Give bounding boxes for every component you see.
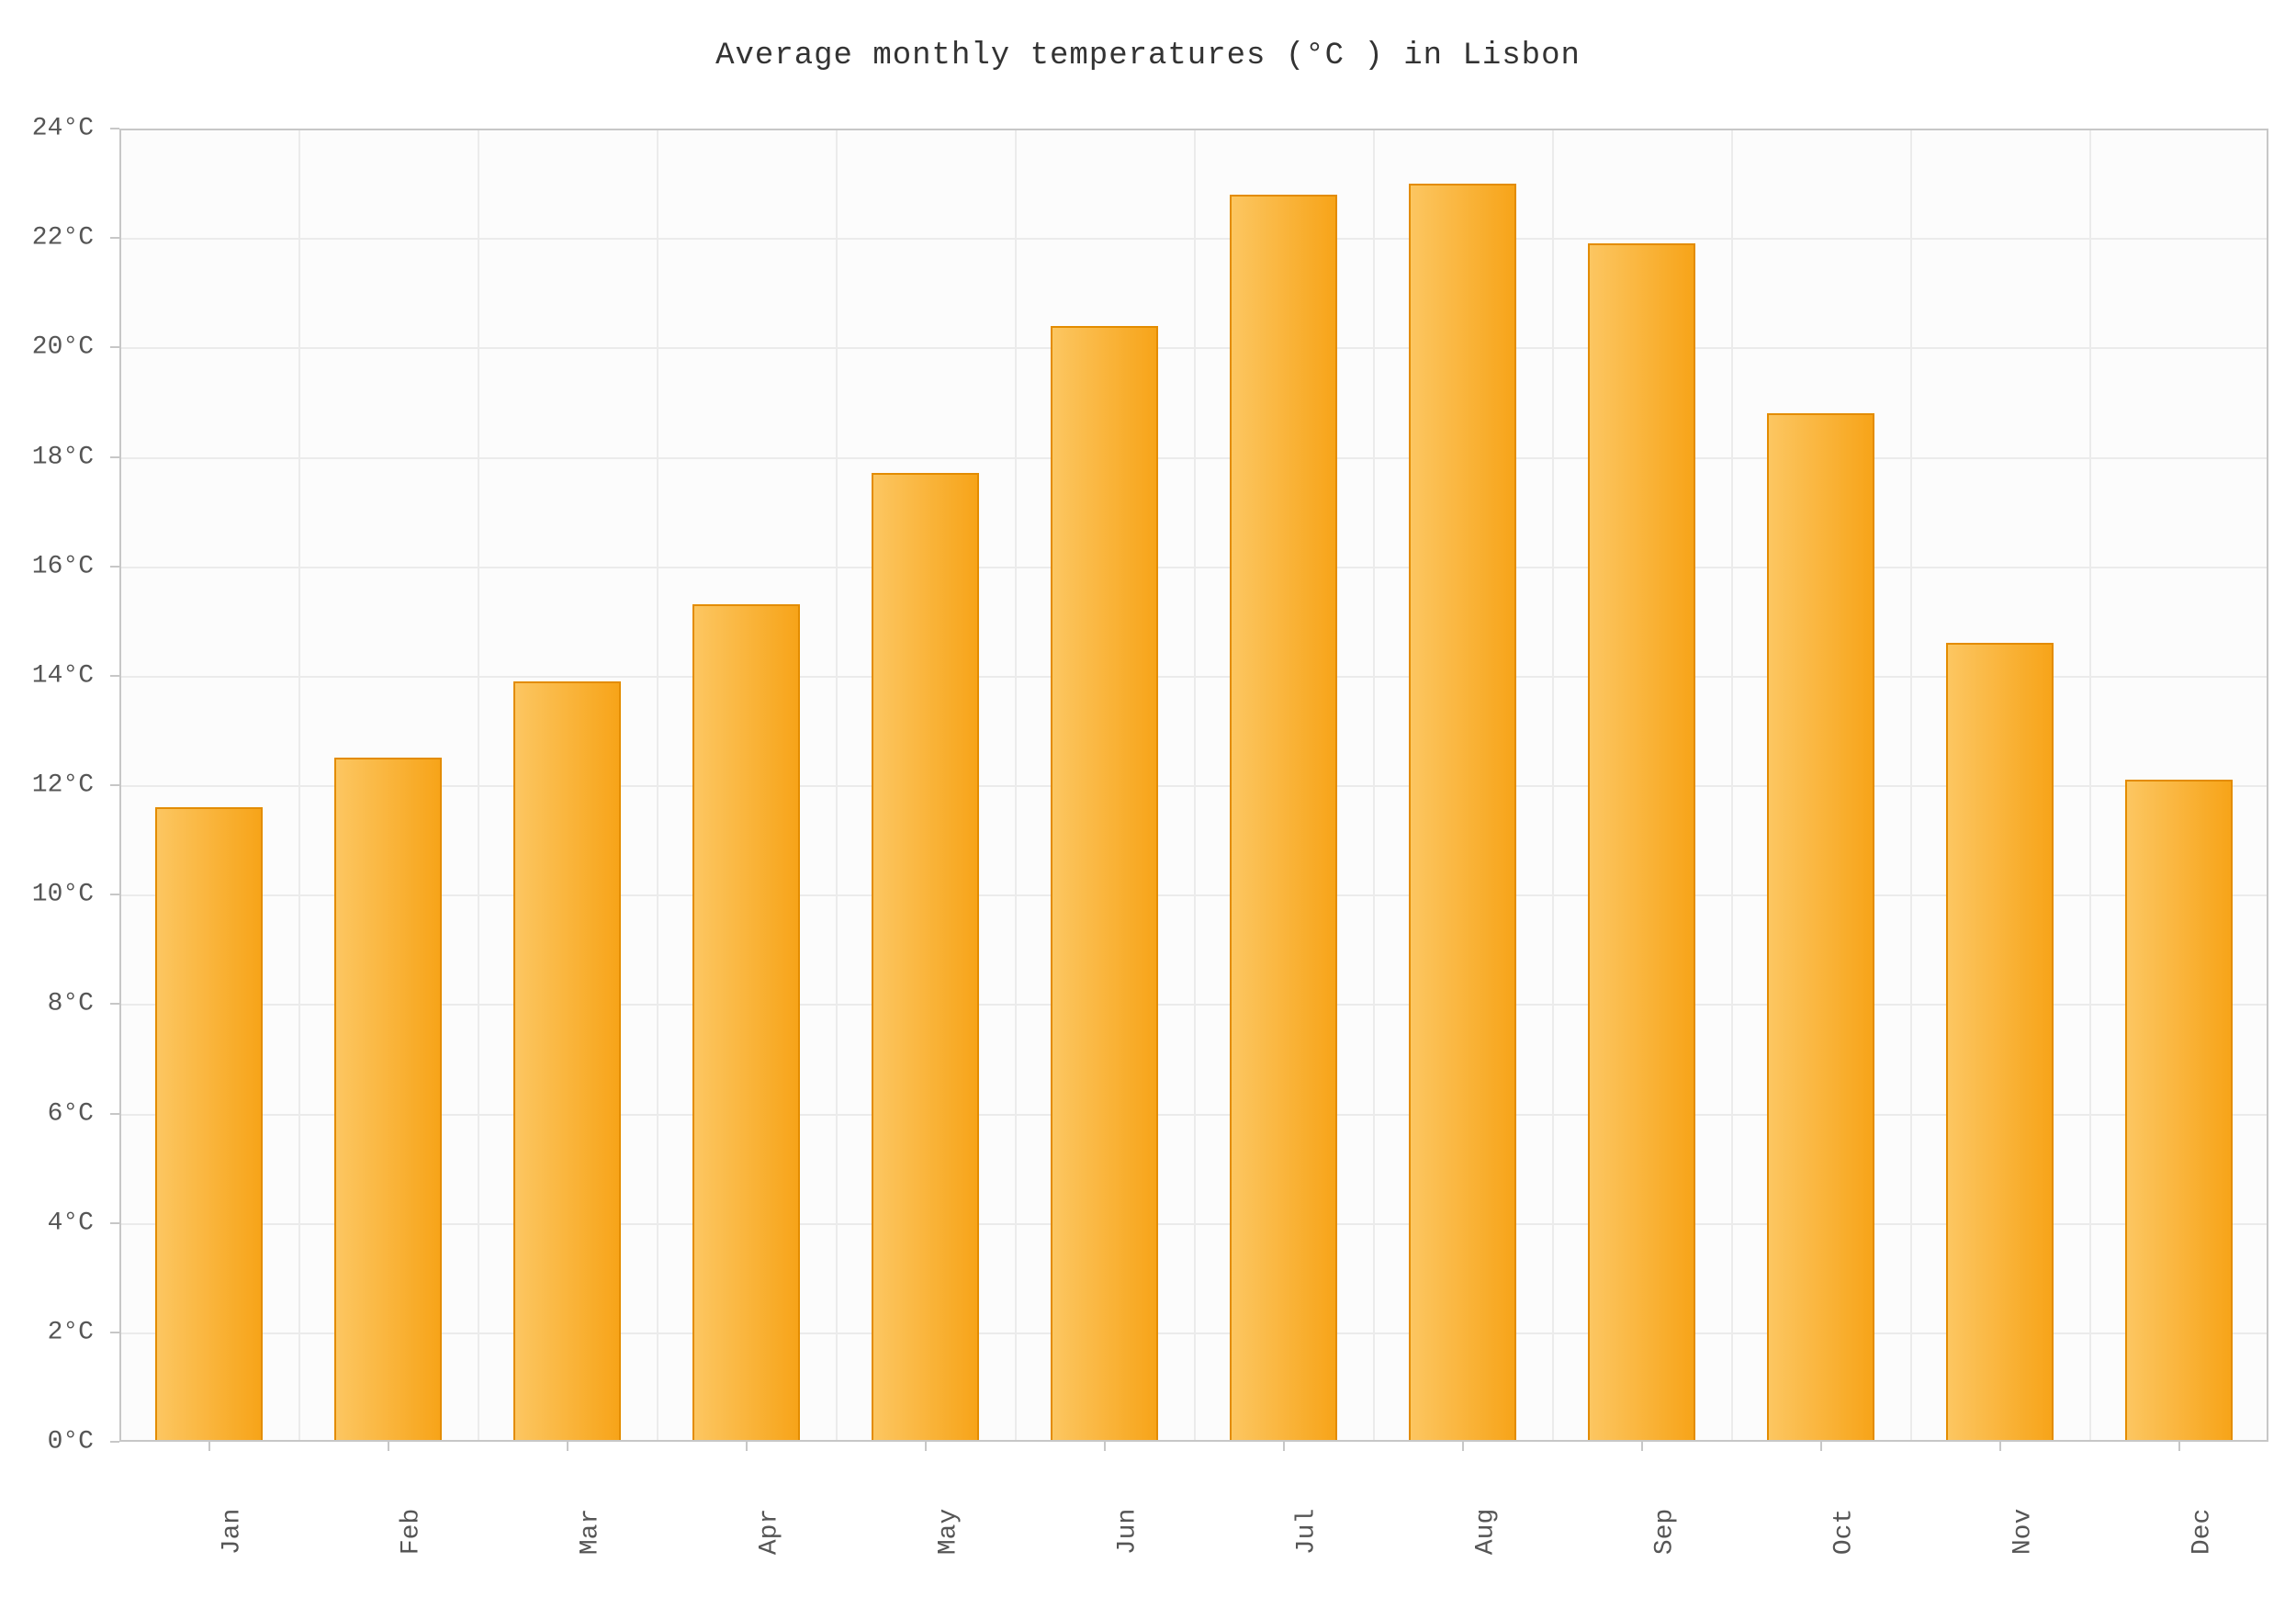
ytick-mark [110,346,119,348]
ytick-label: 20°C [0,333,94,362]
bar [1767,413,1874,1442]
bar [334,758,442,1442]
xtick-label: Jun [1113,1509,1142,1555]
bar [2125,780,2233,1442]
xtick-label: Sep [1650,1509,1679,1555]
ytick-mark [110,675,119,677]
xtick-mark [388,1442,389,1451]
xtick-label: Jul [1292,1509,1321,1555]
xtick-label: Feb [397,1509,425,1555]
ytick-label: 4°C [0,1209,94,1237]
plot-area [119,129,2268,1442]
ytick-label: 14°C [0,661,94,690]
ytick-mark [110,1113,119,1115]
xtick-mark [567,1442,568,1451]
y-axis: 0°C2°C4°C6°C8°C10°C12°C14°C16°C18°C20°C2… [0,129,119,1442]
bar [1946,643,2054,1442]
ytick-mark [110,456,119,458]
gridline-v [1194,129,1196,1442]
ytick-label: 2°C [0,1318,94,1346]
bar [1230,195,1337,1443]
xtick-label: Apr [755,1509,783,1555]
xtick-label: Dec [2188,1509,2216,1555]
xtick-mark [925,1442,927,1451]
bar [1588,243,1695,1442]
ytick-label: 0°C [0,1428,94,1456]
xtick-mark [1462,1442,1464,1451]
bar [155,807,263,1442]
ytick-mark [110,1003,119,1005]
xtick-mark [1641,1442,1643,1451]
x-axis: Jan Feb Mar Apr May Jun Jul Aug Sep Oct Nov Dec [119,1442,2268,1608]
ytick-mark [110,894,119,895]
bar [1409,184,1516,1442]
ytick-mark [110,566,119,568]
xtick-mark [208,1442,210,1451]
gridline-v [298,129,300,1442]
ytick-mark [110,1441,119,1443]
ytick-label: 12°C [0,771,94,800]
ytick-label: 24°C [0,115,94,143]
ytick-mark [110,784,119,786]
xtick-mark [746,1442,748,1451]
xtick-mark [1104,1442,1106,1451]
xtick-label: Aug [1471,1509,1500,1555]
gridline-v [1373,129,1375,1442]
gridline-v [657,129,658,1442]
gridline-v [836,129,838,1442]
temperature-bar-chart: Average monthly temperatures (°C ) in Li… [0,0,2296,1608]
xtick-label: Mar [576,1509,604,1555]
gridline-v [1552,129,1554,1442]
bar [872,473,979,1442]
xtick-label: Nov [2009,1509,2037,1555]
ytick-label: 10°C [0,881,94,909]
xtick-mark [2178,1442,2180,1451]
bar [1051,326,1158,1443]
gridline-v [2089,129,2091,1442]
gridline-v [1910,129,1912,1442]
ytick-label: 6°C [0,1099,94,1128]
ytick-mark [110,237,119,239]
bar [692,604,800,1442]
gridline-v [1731,129,1733,1442]
chart-title: Average monthly temperatures (°C ) in Li… [0,39,2296,73]
xtick-mark [1283,1442,1285,1451]
xtick-label: Jan [218,1509,246,1555]
xtick-label: Oct [1829,1509,1858,1555]
ytick-mark [110,128,119,129]
bar [513,681,621,1442]
ytick-label: 18°C [0,443,94,471]
ytick-label: 16°C [0,552,94,580]
ytick-mark [110,1332,119,1333]
ytick-label: 8°C [0,990,94,1018]
xtick-mark [1999,1442,2001,1451]
gridline-v [478,129,479,1442]
xtick-mark [1820,1442,1822,1451]
ytick-mark [110,1222,119,1224]
gridline-v [1015,129,1017,1442]
ytick-label: 22°C [0,224,94,253]
xtick-label: May [934,1509,962,1555]
